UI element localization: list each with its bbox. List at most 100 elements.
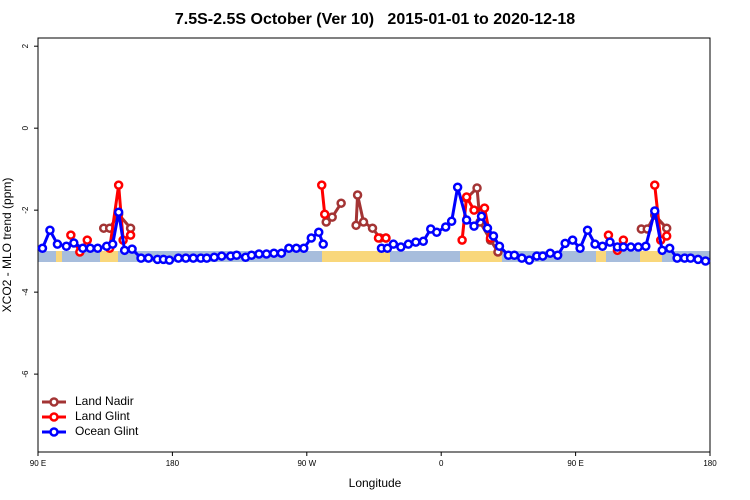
x-tick-label: 0 bbox=[439, 459, 444, 468]
data-point bbox=[431, 227, 442, 238]
x-tick-label: 90 W bbox=[297, 459, 316, 468]
data-point bbox=[552, 250, 563, 260]
legend-label: Land Glint bbox=[75, 409, 130, 423]
data-point bbox=[545, 248, 555, 258]
y-tick-label: -6 bbox=[21, 370, 30, 378]
data-point bbox=[201, 253, 212, 263]
data-point bbox=[316, 180, 327, 190]
data-point bbox=[641, 241, 651, 251]
data-point bbox=[396, 242, 406, 252]
data-point bbox=[173, 253, 184, 263]
data-point bbox=[107, 239, 118, 249]
data-point bbox=[382, 243, 393, 254]
data-point bbox=[494, 241, 505, 251]
data-point bbox=[605, 237, 615, 247]
x-axis-label: Longitude bbox=[349, 476, 402, 490]
data-point bbox=[461, 215, 472, 225]
data-point bbox=[575, 243, 585, 254]
data-point bbox=[318, 239, 328, 249]
data-point bbox=[78, 243, 88, 254]
legend-label: Ocean Glint bbox=[75, 424, 139, 438]
data-point bbox=[188, 253, 199, 263]
data-point bbox=[327, 212, 337, 222]
data-point bbox=[254, 249, 264, 259]
data-point bbox=[469, 205, 479, 215]
data-point bbox=[649, 206, 660, 216]
data-point bbox=[82, 235, 93, 245]
data-point bbox=[457, 235, 467, 245]
y-tick-label: -2 bbox=[21, 206, 30, 214]
data-point bbox=[127, 244, 137, 254]
series-line bbox=[69, 184, 668, 255]
data-point bbox=[45, 225, 55, 235]
data-point bbox=[693, 254, 703, 265]
data-point bbox=[125, 230, 136, 240]
data-point bbox=[618, 242, 629, 252]
data-point bbox=[181, 253, 191, 263]
y-axis-label: XCO2 - MLO trend (ppm) bbox=[0, 178, 14, 313]
data-point bbox=[119, 245, 130, 256]
data-point bbox=[476, 211, 487, 222]
x-tick-label: 90 E bbox=[567, 459, 583, 468]
data-point bbox=[92, 243, 103, 254]
data-point bbox=[284, 243, 294, 254]
data-point bbox=[700, 256, 711, 266]
data-point bbox=[517, 253, 527, 263]
data-point bbox=[403, 239, 414, 249]
legend-marker bbox=[49, 397, 59, 407]
data-point bbox=[113, 207, 124, 217]
data-point bbox=[246, 250, 257, 260]
data-point bbox=[164, 255, 175, 265]
data-point bbox=[358, 217, 369, 227]
data-point bbox=[524, 255, 535, 265]
legend-label: Land Nadir bbox=[75, 394, 134, 408]
data-point bbox=[373, 233, 384, 243]
y-tick-label: 2 bbox=[21, 43, 30, 48]
data-point bbox=[537, 251, 548, 261]
data-point bbox=[52, 239, 63, 249]
data-point bbox=[661, 223, 672, 233]
data-point bbox=[560, 238, 570, 249]
y-tick-label: -4 bbox=[21, 288, 30, 296]
data-point bbox=[482, 223, 493, 233]
data-point bbox=[276, 248, 287, 258]
y-tick-label: 0 bbox=[21, 125, 30, 130]
data-point bbox=[418, 236, 429, 247]
data-point bbox=[411, 237, 421, 247]
data-point bbox=[269, 248, 279, 258]
data-point bbox=[299, 243, 309, 254]
legend-marker bbox=[49, 412, 59, 422]
surface-band bbox=[38, 251, 710, 262]
data-point bbox=[590, 239, 600, 249]
data-point bbox=[306, 233, 317, 243]
data-point bbox=[85, 243, 96, 254]
data-point bbox=[446, 216, 457, 226]
data-point bbox=[626, 242, 636, 252]
data-point bbox=[66, 230, 76, 240]
data-point bbox=[649, 180, 660, 190]
data-point bbox=[313, 227, 324, 238]
data-point bbox=[351, 220, 361, 231]
data-point bbox=[367, 223, 378, 233]
data-point bbox=[216, 251, 227, 261]
data-point bbox=[136, 253, 146, 263]
data-point bbox=[479, 203, 490, 213]
data-point bbox=[469, 221, 479, 231]
data-point bbox=[633, 242, 644, 252]
plot-frame bbox=[37, 37, 711, 453]
data-point bbox=[440, 222, 451, 232]
data-point bbox=[231, 250, 242, 260]
data-point bbox=[461, 192, 472, 202]
data-point bbox=[488, 231, 499, 241]
data-point bbox=[685, 253, 696, 263]
data-point bbox=[69, 238, 79, 248]
x-tick-label: 90 E bbox=[30, 459, 46, 468]
data-point bbox=[61, 241, 72, 251]
data-point bbox=[567, 235, 578, 245]
data-point bbox=[113, 180, 124, 190]
data-point bbox=[472, 183, 482, 193]
data-point bbox=[352, 190, 363, 200]
data-point bbox=[143, 253, 154, 263]
data-point bbox=[291, 243, 302, 254]
